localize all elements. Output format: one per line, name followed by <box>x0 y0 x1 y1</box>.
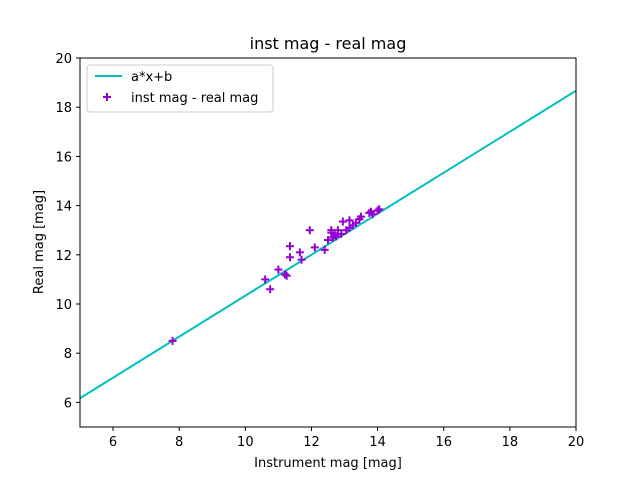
x-tick-label: 16 <box>435 435 452 450</box>
x-tick-label: 8 <box>175 435 183 450</box>
legend: a*x+b inst mag - real mag <box>86 64 274 113</box>
data-point <box>357 212 366 221</box>
data-point <box>324 236 332 245</box>
y-tick-label: 10 <box>55 298 72 313</box>
data-point <box>332 232 341 241</box>
data-point <box>345 216 354 225</box>
x-axis-label: Instrument mag [mag] <box>254 456 402 471</box>
data-point <box>281 270 290 279</box>
fit-line <box>80 89 576 400</box>
data-point <box>266 285 275 294</box>
data-point <box>373 206 382 215</box>
x-axis-ticks: 6 8 10 12 14 16 18 20 <box>109 427 584 450</box>
y-axis-ticks: 6 8 10 12 14 16 18 20 <box>55 52 80 411</box>
x-tick-label: 10 <box>237 435 254 450</box>
x-tick-label: 20 <box>568 435 585 450</box>
y-tick-label: 12 <box>55 249 72 264</box>
legend-scatter-marker <box>103 93 111 101</box>
legend-fit-line-label: a*x+b <box>131 70 172 85</box>
data-point <box>261 275 270 284</box>
data-point <box>297 255 306 264</box>
y-tick-label: 14 <box>55 200 72 215</box>
legend-box <box>86 64 274 113</box>
data-point <box>285 242 294 251</box>
chart-title: inst mag - real mag <box>250 34 407 53</box>
legend-plus-marker <box>103 93 111 101</box>
x-tick-label: 18 <box>502 435 519 450</box>
data-point <box>274 265 283 274</box>
axes-frame <box>79 57 577 428</box>
data-point <box>338 217 347 226</box>
data-point <box>305 226 314 235</box>
data-point <box>320 245 329 254</box>
data-point <box>168 336 177 345</box>
x-tick-label: 12 <box>303 435 320 450</box>
y-tick-label: 16 <box>55 150 72 165</box>
data-point <box>295 248 304 257</box>
y-tick-label: 6 <box>64 396 72 411</box>
x-tick-label: 6 <box>109 435 117 450</box>
data-point <box>375 205 384 214</box>
data-point <box>330 231 339 240</box>
data-point <box>282 271 291 280</box>
legend-scatter-label: inst mag - real mag <box>131 91 258 106</box>
y-tick-label: 8 <box>64 347 72 362</box>
y-axis-label: Real mag [mag] <box>32 190 47 294</box>
data-point <box>285 253 294 262</box>
data-point <box>368 210 377 219</box>
y-tick-label: 18 <box>55 101 72 116</box>
plot-area <box>80 89 576 400</box>
x-tick-label: 14 <box>369 435 386 450</box>
data-point <box>337 229 346 238</box>
data-point <box>310 243 319 252</box>
y-tick-label: 20 <box>55 52 72 67</box>
